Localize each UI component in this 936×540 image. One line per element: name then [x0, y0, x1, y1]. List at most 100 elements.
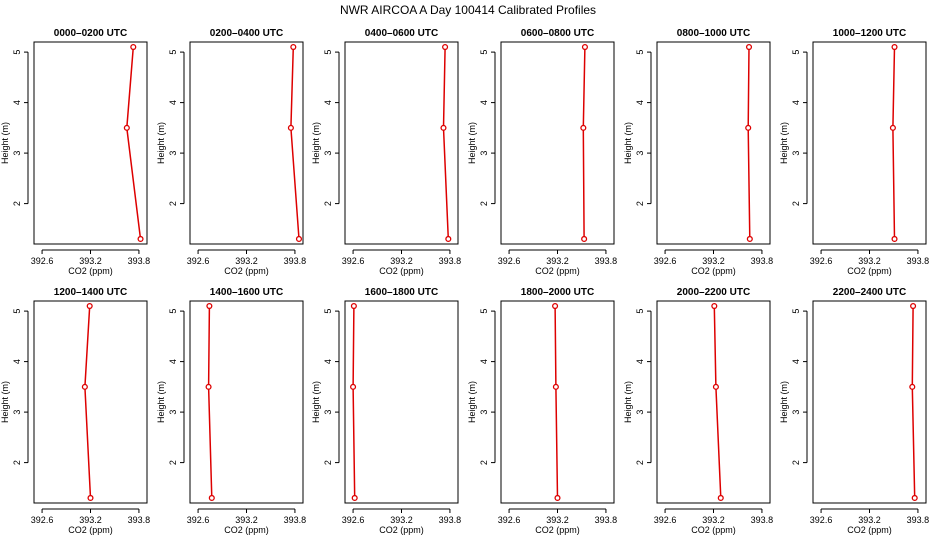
y-tick-label: 3 — [12, 151, 22, 156]
y-tick-label: 5 — [791, 50, 801, 55]
panel-title: 2000–2200 UTC — [677, 287, 750, 298]
x-axis-label: CO2 (ppm) — [535, 525, 580, 535]
y-tick-label: 4 — [323, 359, 333, 364]
profile-point — [889, 124, 896, 131]
y-tick-label: 2 — [12, 460, 22, 465]
profile-point — [581, 235, 588, 243]
y-axis: 2 3 4 5 Height (m) — [311, 50, 340, 206]
x-axis-label: CO2 (ppm) — [847, 266, 892, 276]
y-tick-label: 3 — [791, 151, 801, 156]
profile-point — [909, 383, 916, 390]
panel-5: 0800–1000 UTC 392.6 393.2 393.8 CO2 (ppm) 2 3 4… — [623, 28, 773, 276]
y-axis-label: Height (m) — [156, 122, 166, 164]
panel-3: 0400–0600 UTC 392.6 393.2 393.8 CO2 (ppm) 2 3 4… — [311, 28, 461, 276]
profile-point — [745, 124, 752, 131]
x-axis: 392.6 393.2 393.8 CO2 (ppm) — [498, 508, 617, 535]
profile-line — [352, 306, 356, 498]
plot-frame — [189, 41, 304, 245]
x-axis-label: CO2 (ppm) — [224, 266, 269, 276]
y-axis-label: Height (m) — [0, 381, 10, 423]
x-tick-label: 393.8 — [907, 515, 930, 525]
profile-line — [442, 47, 450, 239]
x-tick-label: 392.6 — [342, 515, 365, 525]
y-axis-label: Height (m) — [311, 381, 321, 423]
panel-1: 0000–0200 UTC 392.6 393.2 393.8 CO2 (ppm) 2 3 4… — [0, 28, 150, 276]
x-axis-label: CO2 (ppm) — [68, 266, 113, 276]
panel-8: 1400–1600 UTC 392.6 393.2 393.8 CO2 (ppm) 2 3 4… — [156, 287, 306, 535]
y-tick-label: 5 — [791, 309, 801, 314]
y-tick-label: 3 — [479, 151, 489, 156]
panel-title: 1400–1600 UTC — [210, 287, 283, 298]
y-axis: 2 3 4 5 Height (m) — [623, 50, 652, 206]
panel-title: 0000–0200 UTC — [54, 28, 127, 39]
profile-line — [713, 306, 722, 498]
y-tick-label: 2 — [323, 201, 333, 206]
y-tick-label: 4 — [635, 100, 645, 105]
profile-point — [911, 494, 918, 502]
profile-point — [290, 43, 297, 51]
x-axis-label: CO2 (ppm) — [379, 266, 424, 276]
x-tick-label: 393.8 — [907, 256, 930, 266]
profile-line — [290, 47, 300, 239]
y-axis-label: Height (m) — [467, 381, 477, 423]
y-tick-label: 4 — [12, 100, 22, 105]
panel-12: 2200–2400 UTC 392.6 393.2 393.8 CO2 (ppm) 2 3 4… — [779, 287, 929, 535]
x-tick-label: 392.6 — [654, 515, 677, 525]
y-axis: 2 3 4 5 Height (m) — [156, 50, 185, 206]
x-tick-label: 393.2 — [858, 256, 881, 266]
profile-point — [287, 124, 294, 131]
profile-point — [81, 383, 88, 390]
x-axis-label: CO2 (ppm) — [68, 525, 113, 535]
x-tick-label: 393.2 — [79, 256, 102, 266]
panel-9: 1600–1800 UTC 392.6 393.2 393.8 CO2 (ppm) 2 3 4… — [311, 287, 461, 535]
x-axis: 392.6 393.2 393.8 CO2 (ppm) — [654, 249, 773, 276]
profile-line — [582, 47, 586, 239]
x-tick-label: 393.2 — [546, 515, 569, 525]
x-axis: 392.6 393.2 393.8 CO2 (ppm) — [31, 249, 150, 276]
x-tick-label: 393.2 — [858, 515, 881, 525]
x-tick-label: 393.2 — [702, 515, 725, 525]
profile-point — [445, 235, 452, 243]
panel-title: 0800–1000 UTC — [677, 28, 750, 39]
x-tick-label: 392.6 — [810, 256, 833, 266]
panel-title: 1800–2000 UTC — [521, 287, 594, 298]
y-tick-label: 5 — [479, 50, 489, 55]
y-axis: 2 3 4 5 Height (m) — [779, 50, 808, 206]
y-tick-label: 3 — [479, 410, 489, 415]
x-tick-label: 392.6 — [31, 256, 54, 266]
y-tick-label: 4 — [323, 100, 333, 105]
x-tick-label: 393.8 — [439, 256, 462, 266]
y-axis-label: Height (m) — [0, 122, 10, 164]
y-tick-label: 2 — [479, 460, 489, 465]
plot-frame — [812, 300, 927, 504]
plot-frame — [344, 300, 459, 504]
y-axis-label: Height (m) — [467, 122, 477, 164]
y-tick-label: 4 — [635, 359, 645, 364]
y-axis: 2 3 4 5 Height (m) — [311, 309, 340, 465]
plot-frame — [33, 300, 148, 504]
y-tick-label: 4 — [479, 359, 489, 364]
x-tick-label: 393.2 — [390, 515, 413, 525]
y-tick-label: 4 — [479, 100, 489, 105]
profile-point — [440, 124, 447, 131]
plot-frame — [500, 41, 615, 245]
profile-point — [86, 302, 93, 310]
y-tick-label: 5 — [323, 309, 333, 314]
panel-title: 2200–2400 UTC — [833, 287, 906, 298]
x-tick-label: 393.8 — [751, 515, 774, 525]
y-axis: 2 3 4 5 Height (m) — [623, 309, 652, 465]
x-axis: 392.6 393.2 393.8 CO2 (ppm) — [187, 249, 306, 276]
x-axis-label: CO2 (ppm) — [224, 525, 269, 535]
y-axis: 2 3 4 5 Height (m) — [779, 309, 808, 465]
profile-point — [350, 302, 357, 310]
x-axis-label: CO2 (ppm) — [379, 525, 424, 535]
profile-point — [712, 383, 719, 390]
x-axis-label: CO2 (ppm) — [691, 266, 736, 276]
x-axis: 392.6 393.2 393.8 CO2 (ppm) — [342, 249, 462, 276]
y-axis: 2 3 4 5 Height (m) — [0, 50, 29, 206]
profile-point — [295, 235, 303, 243]
y-tick-label: 2 — [323, 460, 333, 465]
profile-point — [205, 383, 212, 390]
profile-point — [580, 124, 587, 131]
profile-point — [206, 302, 213, 310]
